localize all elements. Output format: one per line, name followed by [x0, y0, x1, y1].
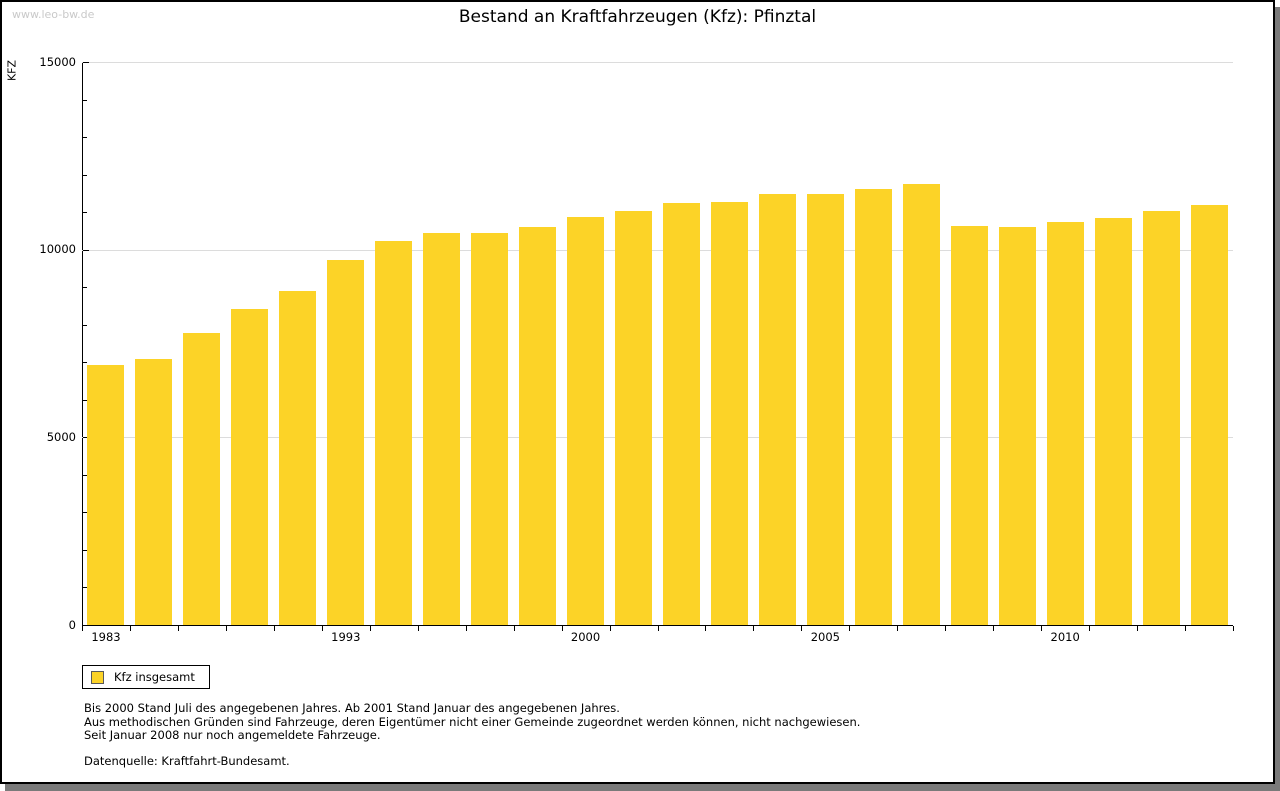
bar [183, 332, 221, 625]
x-axis-tick [82, 626, 83, 631]
x-axis-tick [1089, 626, 1091, 631]
y-axis-tick-label: 10000 [39, 242, 76, 257]
bar [615, 211, 653, 625]
x-axis-tick [753, 626, 755, 631]
x-axis-tick [225, 626, 227, 631]
y-axis-minor-tick [83, 474, 87, 476]
y-gridline [82, 437, 1233, 439]
legend: Kfz insgesamt [82, 665, 210, 689]
x-axis-tick [1041, 626, 1043, 631]
x-axis-tick [705, 626, 707, 631]
y-axis-minor-tick [83, 587, 87, 589]
x-axis-tick [513, 626, 515, 631]
bar [1142, 211, 1180, 625]
y-axis-minor-tick [83, 137, 87, 139]
y-axis-minor-tick [83, 174, 87, 176]
x-axis-tick [561, 626, 563, 631]
footnote-line: Aus methodischen Gründen sind Fahrzeuge,… [84, 714, 861, 729]
bar [710, 202, 748, 625]
bar [854, 188, 892, 625]
x-axis-tick [1233, 626, 1234, 631]
x-axis-tick-label: 1993 [331, 630, 361, 644]
bar [471, 232, 509, 625]
x-axis-tick [993, 626, 995, 631]
y-axis-major-tick [83, 437, 89, 439]
legend-label: Kfz insgesamt [114, 670, 195, 684]
bar [806, 193, 844, 625]
x-axis-tick [801, 626, 803, 631]
y-axis-minor-tick [83, 399, 87, 401]
y-axis-minor-tick [83, 324, 87, 326]
x-axis-tick [897, 626, 899, 631]
x-axis-tick-label: 1983 [91, 630, 121, 644]
data-source: Datenquelle: Kraftfahrt-Bundesamt. [84, 754, 290, 768]
y-axis-minor-tick [83, 549, 87, 551]
y-axis-minor-tick [83, 287, 87, 289]
y-axis-tick-label: 0 [68, 617, 76, 632]
x-axis-tick [369, 626, 371, 631]
x-axis-tick [849, 626, 851, 631]
x-axis-line [82, 625, 1233, 626]
y-gridline [82, 62, 1233, 63]
x-axis-tick [321, 626, 323, 631]
x-axis-tick [1185, 626, 1187, 631]
bar [1046, 221, 1084, 625]
footnote-line: Seit Januar 2008 nur noch angemeldete Fa… [84, 728, 381, 742]
bar [758, 194, 796, 625]
x-axis-tick [177, 626, 179, 631]
y-axis-minor-tick [83, 212, 87, 214]
bar [662, 203, 700, 625]
bar [950, 225, 988, 625]
y-axis-minor-tick [83, 512, 87, 514]
chart-title: Bestand an Kraftfahrzeugen (Kfz): Pfinzt… [458, 7, 817, 27]
bar [519, 227, 557, 625]
x-axis-tick-label: 2010 [1050, 630, 1080, 644]
x-axis-tick [945, 626, 947, 631]
y-axis-major-tick [83, 249, 89, 251]
y-axis-major-tick [83, 625, 89, 626]
y-axis-major-tick [83, 62, 89, 63]
y-axis-line [82, 62, 83, 626]
bar [135, 358, 173, 625]
bar [231, 309, 269, 625]
bar [998, 226, 1036, 625]
bar [87, 365, 125, 625]
bar [1094, 217, 1132, 625]
legend-swatch-icon [91, 670, 104, 684]
y-gridline [82, 249, 1233, 251]
bar [567, 217, 605, 625]
x-axis-tick [657, 626, 659, 631]
x-axis-tick [465, 626, 467, 631]
y-axis-tick-label: 15000 [39, 54, 76, 69]
y-axis-tick-label: 5000 [46, 429, 76, 444]
bar [423, 232, 461, 625]
bar [1190, 205, 1228, 625]
watermark: www.leo-bw.de [12, 8, 95, 21]
bar [902, 183, 940, 625]
x-axis-tick-label: 2005 [810, 630, 840, 644]
footnotes: Bis 2000 Stand Juli des angegebenen Jahr… [84, 701, 861, 743]
bar [279, 290, 317, 625]
bar [375, 241, 413, 625]
x-axis-tick [129, 626, 131, 631]
y-axis-minor-tick [83, 99, 87, 101]
x-axis-tick [417, 626, 419, 631]
plot-area: 0 5000 10000 15000 1983 1993 2000 2005 2010 [39, 55, 1234, 644]
x-axis-tick [609, 626, 611, 631]
x-axis-tick [273, 626, 275, 631]
bar [327, 259, 365, 625]
footnote-line: Bis 2000 Stand Juli des angegebenen Jahr… [84, 701, 620, 715]
x-axis-tick-label: 2000 [570, 630, 601, 644]
x-axis-tick [1137, 626, 1139, 631]
y-axis-minor-tick [83, 362, 87, 364]
